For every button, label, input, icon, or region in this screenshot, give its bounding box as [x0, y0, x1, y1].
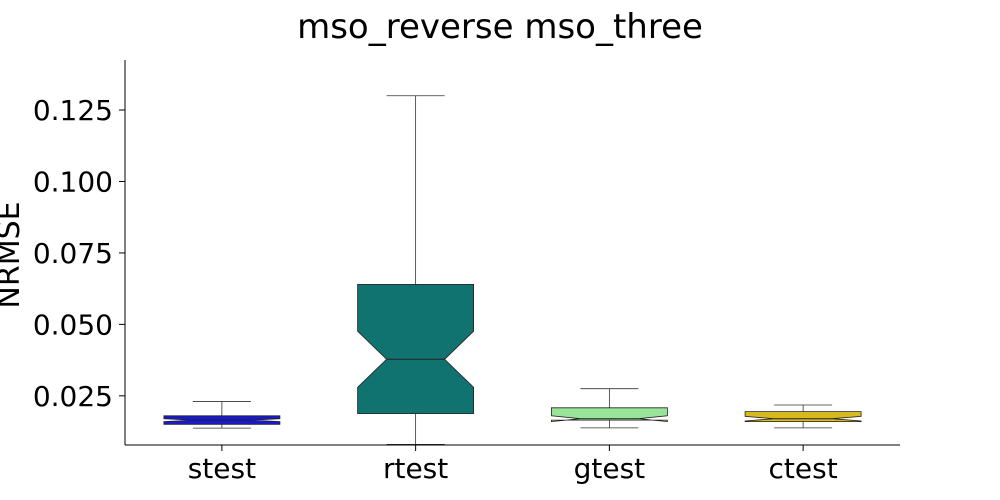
x-tick-label: gtest	[574, 452, 646, 485]
plot-area	[163, 95, 862, 445]
x-tick-label: stest	[188, 452, 256, 485]
x-tick-label: rtest	[383, 452, 448, 485]
x-tick-label: ctest	[769, 452, 838, 485]
y-tick-label: 0.075	[33, 237, 113, 270]
chart-title: mso_reverse mso_three	[297, 7, 703, 47]
box-gtest	[551, 407, 668, 423]
y-tick-label: 0.100	[33, 165, 113, 198]
y-tick-label: 0.125	[33, 94, 113, 127]
box-ctest	[744, 411, 862, 423]
y-tick-label: 0.025	[33, 380, 113, 413]
box-rtest	[357, 283, 475, 415]
y-tick-label: 0.050	[33, 308, 113, 341]
y-axis-label: NRMSE	[0, 201, 27, 308]
